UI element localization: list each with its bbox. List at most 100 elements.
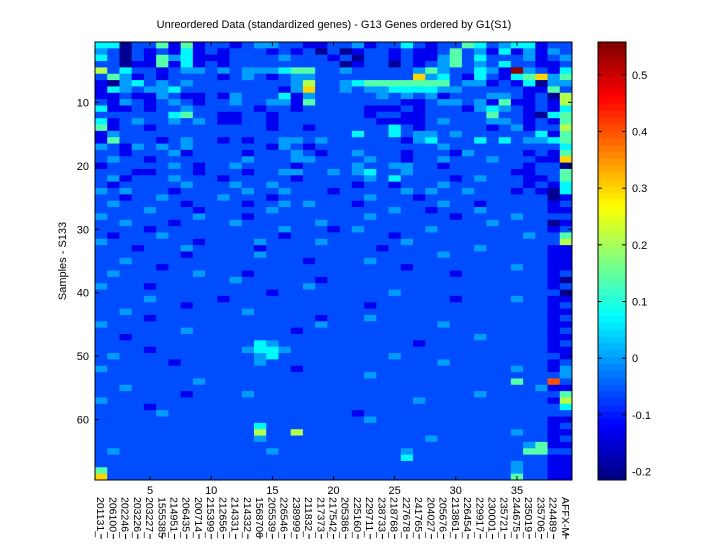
heatmap-cell	[241, 372, 255, 379]
heatmap-cell	[523, 327, 536, 335]
heatmap-cell	[107, 372, 120, 379]
heatmap-cell	[95, 175, 108, 183]
heatmap-cell	[461, 48, 475, 56]
heatmap-cell	[315, 460, 328, 468]
heatmap-cell	[535, 67, 548, 75]
heatmap-cell	[302, 118, 316, 125]
heatmap-cell	[131, 92, 145, 100]
heatmap-cell	[229, 365, 243, 373]
heatmap-cell	[241, 86, 255, 94]
heatmap-cell	[107, 162, 120, 170]
heatmap-cell	[290, 270, 304, 278]
heatmap-cell	[131, 321, 145, 329]
heatmap-cell	[449, 314, 463, 322]
heatmap-cell	[229, 295, 243, 303]
heatmap-cell	[339, 435, 353, 443]
heatmap-cell	[107, 264, 120, 271]
heatmap-cell	[192, 124, 206, 132]
heatmap-cell	[461, 270, 475, 278]
heatmap-cell	[461, 80, 475, 87]
colorbar-tick-label: -0.2	[632, 467, 651, 479]
heatmap-cell	[180, 99, 194, 106]
heatmap-cell	[474, 156, 487, 164]
heatmap-cell	[254, 429, 267, 436]
heatmap-cell	[205, 397, 218, 405]
heatmap-cell	[498, 105, 512, 113]
heatmap-cell	[254, 467, 267, 475]
heatmap-cell	[217, 162, 230, 170]
heatmap-cell	[315, 346, 328, 354]
heatmap-cell	[95, 473, 108, 481]
heatmap-cell	[205, 308, 218, 316]
heatmap-cell	[143, 257, 157, 265]
heatmap-cell	[254, 435, 267, 443]
heatmap-cell	[339, 238, 353, 246]
heatmap-cell	[364, 226, 377, 233]
heatmap-cell	[413, 207, 426, 214]
heatmap-cell	[498, 130, 512, 138]
heatmap-cell	[192, 321, 206, 329]
heatmap-cell	[205, 61, 218, 68]
heatmap-cell	[339, 308, 353, 316]
heatmap-cell	[156, 226, 169, 233]
heatmap-cell	[192, 162, 206, 170]
colorbar-segment	[598, 452, 626, 460]
heatmap-cell	[388, 207, 402, 214]
heatmap-cell	[131, 219, 145, 227]
heatmap-cell	[474, 365, 487, 373]
heatmap-cell	[498, 175, 512, 183]
heatmap-cell	[413, 92, 426, 100]
heatmap-cell	[95, 276, 108, 284]
heatmap-cell	[180, 226, 194, 233]
heatmap-cell	[413, 99, 426, 106]
heatmap-cell	[254, 346, 267, 354]
heatmap-cell	[523, 67, 536, 75]
heatmap-cell	[327, 384, 341, 392]
heatmap-cell	[547, 238, 561, 246]
heatmap-cell	[523, 137, 536, 144]
heatmap-cell	[351, 460, 365, 468]
heatmap-cell	[180, 276, 194, 284]
heatmap-cell	[376, 181, 389, 189]
heatmap-cell	[315, 422, 328, 430]
heatmap-cell	[241, 73, 255, 81]
heatmap-cell	[180, 207, 194, 214]
heatmap-cell	[364, 92, 377, 100]
heatmap-cell	[449, 264, 463, 271]
heatmap-cell	[156, 384, 169, 392]
heatmap-cell	[327, 105, 341, 113]
heatmap-cell	[498, 276, 512, 284]
heatmap-cell	[461, 378, 475, 386]
heatmap-cell	[364, 149, 377, 157]
heatmap-cell	[327, 391, 341, 398]
heatmap-cell	[168, 238, 182, 246]
heatmap-cell	[229, 61, 243, 68]
heatmap-cell	[229, 156, 243, 164]
heatmap-cell	[413, 314, 426, 322]
heatmap-cell	[241, 314, 255, 322]
heatmap-cell	[119, 416, 133, 424]
heatmap-cell	[376, 143, 389, 151]
heatmap-cell	[535, 54, 548, 62]
colorbar-segment	[598, 83, 626, 91]
heatmap-cell	[425, 346, 438, 354]
heatmap-cell	[107, 353, 120, 360]
heatmap-cell	[168, 467, 182, 475]
heatmap-cell	[437, 61, 451, 68]
heatmap-cell	[205, 378, 218, 386]
heatmap-cell	[229, 334, 243, 341]
heatmap-cell	[486, 181, 500, 189]
colorbar-segment	[598, 261, 626, 269]
heatmap-cell	[156, 321, 169, 329]
heatmap-cell	[413, 327, 426, 335]
heatmap-cell	[474, 353, 487, 360]
heatmap-cell	[302, 289, 316, 297]
heatmap-cell	[241, 80, 255, 87]
heatmap-cell	[547, 200, 561, 208]
heatmap-cell	[143, 130, 157, 138]
heatmap-cell	[168, 99, 182, 106]
heatmap-cell	[425, 302, 438, 310]
heatmap-cell	[156, 54, 169, 62]
heatmap-cell	[278, 67, 292, 75]
heatmap-cell	[535, 130, 548, 138]
